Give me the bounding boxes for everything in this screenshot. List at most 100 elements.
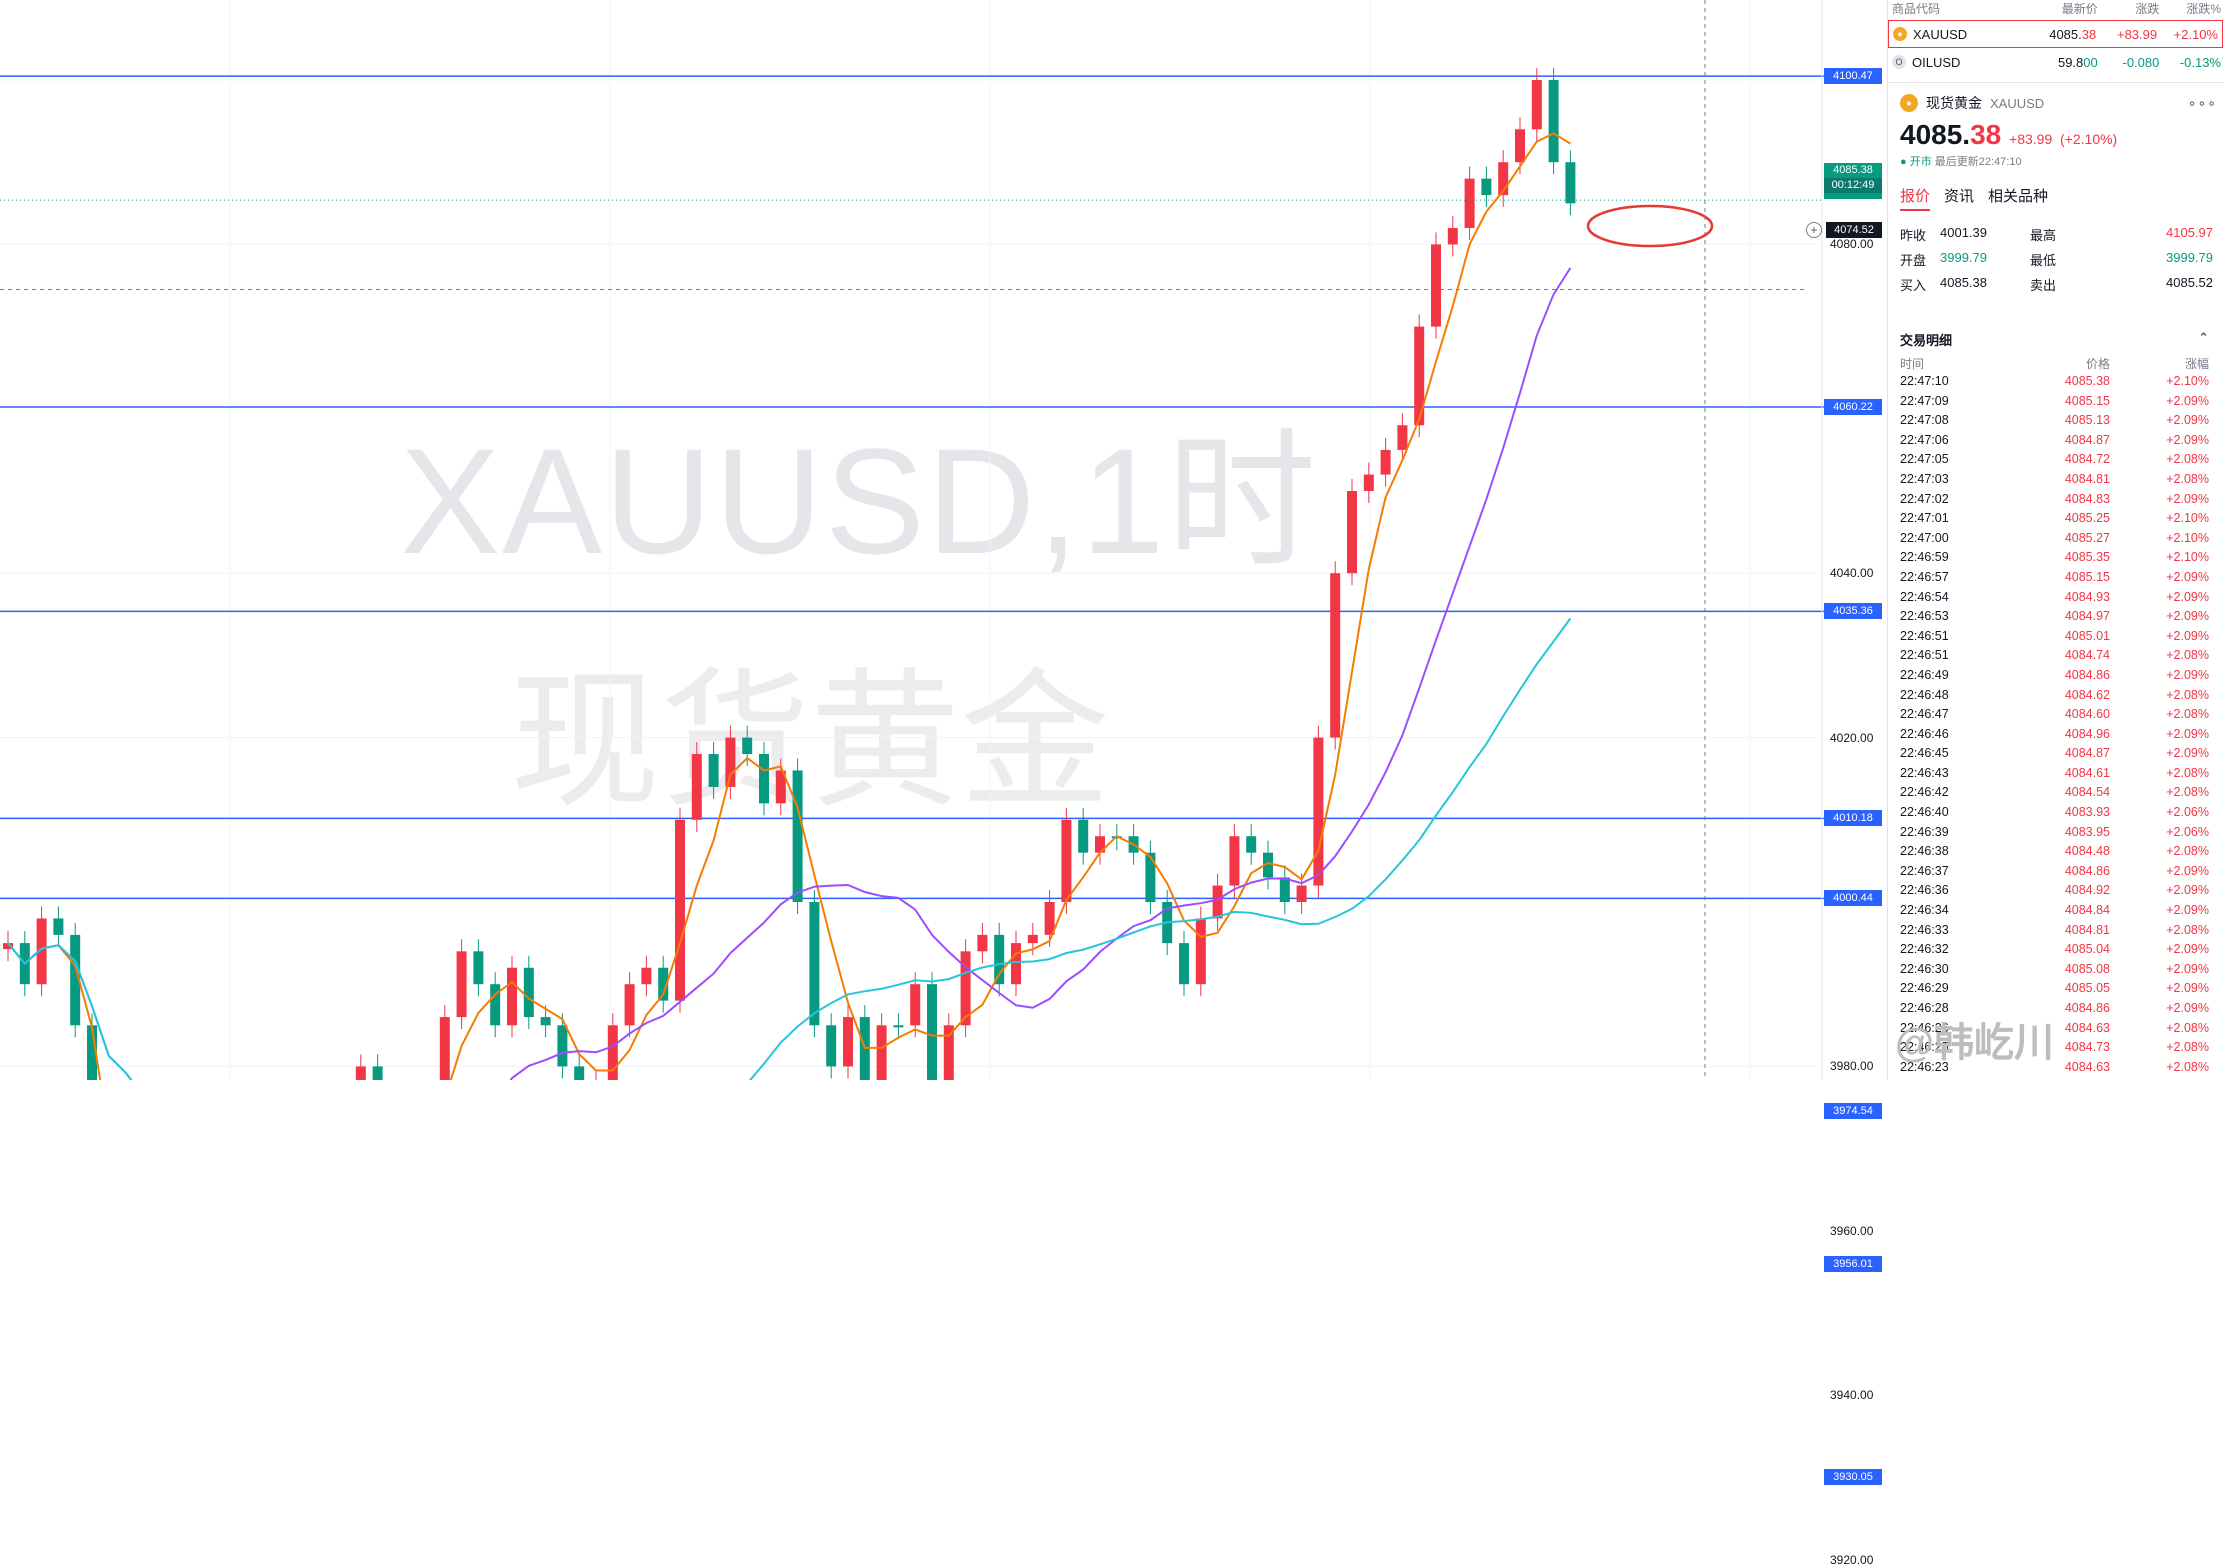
stat-label: 最高 [2030,228,2057,243]
watchlist-row-oilusd[interactable]: O OILUSD 59.800 -0.080 -0.13% [1888,48,2224,76]
trade-price: 4085.27 [2064,530,2110,545]
tab-news[interactable]: 资讯 [1944,188,1975,205]
trade-row: 22:46:39 4083.95 +2.06% [1900,823,2217,843]
trade-pct: +2.09% [2166,863,2209,878]
candle-body [1027,934,1038,944]
candle-body [456,951,467,1018]
crosshair-price-label: 4074.52 [1826,222,1882,238]
last-update: 最后更新22:47:10 [1934,156,2022,168]
col-change[interactable]: 涨跌 [2135,1,2160,16]
trade-price: 4084.97 [2064,609,2110,624]
candle-body [355,1066,366,1080]
candle-body [523,967,534,1018]
trade-pct: +2.09% [2166,628,2209,643]
trade-price: 4085.15 [2064,569,2110,584]
col-change-pct[interactable]: 涨跌% [2186,1,2221,16]
candle-body [1481,178,1492,196]
candle-body [1263,852,1273,878]
trade-time: 22:47:01 [1900,511,1949,526]
trade-price: 4084.87 [2064,746,2110,761]
candle-body [1195,918,1206,985]
trade-price: 4085.08 [2064,961,2110,976]
col-symbol[interactable]: 商品代码 [1892,1,1941,16]
trade-row: 22:46:32 4085.04 +2.09% [1900,940,2217,960]
trade-price: 4084.86 [2064,863,2110,878]
trade-row: 22:46:34 4084.84 +2.09% [1900,901,2217,921]
trades-title-text: 交易明细 [1900,333,1953,348]
trade-time: 22:46:28 [1900,1001,1949,1015]
trade-price: 4084.63 [2064,1020,2110,1035]
trade-pct: +2.08% [2166,648,2209,663]
candle-body [1229,836,1240,886]
trade-row: 22:47:08 4085.13 +2.09% [1900,411,2217,431]
candle-body [1464,178,1475,228]
chart-area[interactable]: XAUUSD,1时 现货黄金 4100.004080.004040.004020… [0,0,1885,1567]
trades-list[interactable]: 22:47:10 4085.38 +2.10% 22:47:09 4085.15 +2.0… [1900,372,2217,1077]
ma-fast-line [7,132,1571,1080]
trade-pct: +2.10% [2166,511,2209,526]
trade-pct: +2.09% [2166,746,2209,761]
trade-pct: +2.09% [2166,491,2209,506]
candle-body [1447,227,1458,245]
candle-body [3,943,13,950]
candle-body [624,984,635,1026]
stat-value: 3999.79 [2166,250,2213,265]
trade-row: 22:46:48 4084.62 +2.08% [1900,686,2217,706]
trade-time: 22:46:59 [1900,550,1949,565]
chevron-up-icon[interactable]: ⌃ [2198,330,2209,345]
trade-time: 22:46:53 [1900,609,1949,624]
trade-row: 22:46:29 4085.05 +2.09% [1900,979,2217,999]
trade-time: 22:46:40 [1900,805,1949,820]
trade-pct: +2.09% [2166,961,2209,976]
trade-pct: +2.09% [2166,413,2209,428]
trade-row: 22:46:37 4084.86 +2.09% [1900,862,2217,882]
highlight-ellipse [1586,204,1714,248]
change: -0.080 [2122,54,2160,70]
price-main: 4085. [2049,26,2082,42]
trade-price: 4084.81 [2064,471,2110,486]
trades-header: 时间 价格 涨幅 [1900,355,2217,372]
trade-row: 22:46:38 4084.48 +2.08% [1900,842,2217,862]
price-tick-label: 3940.00 [1830,1388,1874,1403]
trade-row: 22:46:46 4084.96 +2.09% [1900,725,2217,745]
candle-body [1330,573,1341,738]
ma-mid-line [7,267,1572,1080]
col-last[interactable]: 最新价 [2061,1,2098,16]
trade-pct: +2.06% [2166,824,2209,839]
stat-label: 买入 [1900,278,1927,293]
trade-price: 4084.84 [2064,903,2110,918]
candle-body [759,754,769,804]
add-alert-plus-icon[interactable]: + [1806,222,1822,238]
candle-body [1347,491,1357,574]
trade-time: 22:47:00 [1900,530,1949,545]
ma-slow-line [7,617,1572,1080]
trade-pct: +2.09% [2166,589,2209,604]
trade-pct: +2.08% [2166,785,2209,800]
more-icon[interactable]: ∘∘∘ [2187,94,2217,111]
trade-row: 22:46:47 4084.60 +2.08% [1900,705,2217,725]
trade-price: 4084.93 [2064,589,2110,604]
trade-row: 22:46:25 4084.73 +2.08% [1900,1038,2217,1058]
tab-quote[interactable]: 报价 [1900,185,1931,211]
tab-related[interactable]: 相关品种 [1988,188,2049,205]
trade-price: 4085.13 [2064,413,2110,428]
weibo-watermark: @韩屹川 [1895,1021,2055,1065]
trade-pct: +2.08% [2166,1059,2209,1074]
trade-pct: +2.06% [2166,805,2209,820]
candle-body [490,984,501,1026]
trade-price: 4085.04 [2064,942,2110,957]
trade-time: 22:46:51 [1900,628,1949,643]
candle-body [843,1017,853,1067]
candle-body [574,1066,585,1080]
trade-time: 22:46:33 [1900,922,1949,937]
candle-body [53,918,64,935]
trade-time: 22:47:10 [1900,374,1949,388]
candlestick-chart[interactable] [0,0,1885,1080]
trade-row: 22:47:06 4084.87 +2.09% [1900,431,2217,451]
trade-row: 22:47:02 4084.83 +2.09% [1900,490,2217,510]
watchlist-row-xauusd[interactable]: ● XAUUSD 4085.38 +83.99 +2.10% [1888,20,2223,48]
trade-price: 4085.05 [2064,981,2110,996]
hline-price-label: 4060.22 [1824,398,1882,415]
price-tick-label: 4020.00 [1830,730,1874,745]
market-status: ● 开市 [1900,156,1932,168]
